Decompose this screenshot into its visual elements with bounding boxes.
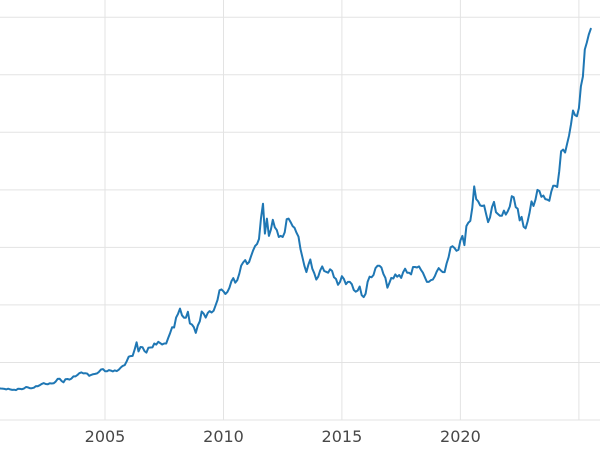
x-tick-label: 2020 — [440, 427, 481, 446]
x-tick-label: 2010 — [203, 427, 244, 446]
x-tick-label: 2005 — [85, 427, 126, 446]
price-line — [0, 27, 592, 392]
x-tick-label: 2015 — [322, 427, 363, 446]
